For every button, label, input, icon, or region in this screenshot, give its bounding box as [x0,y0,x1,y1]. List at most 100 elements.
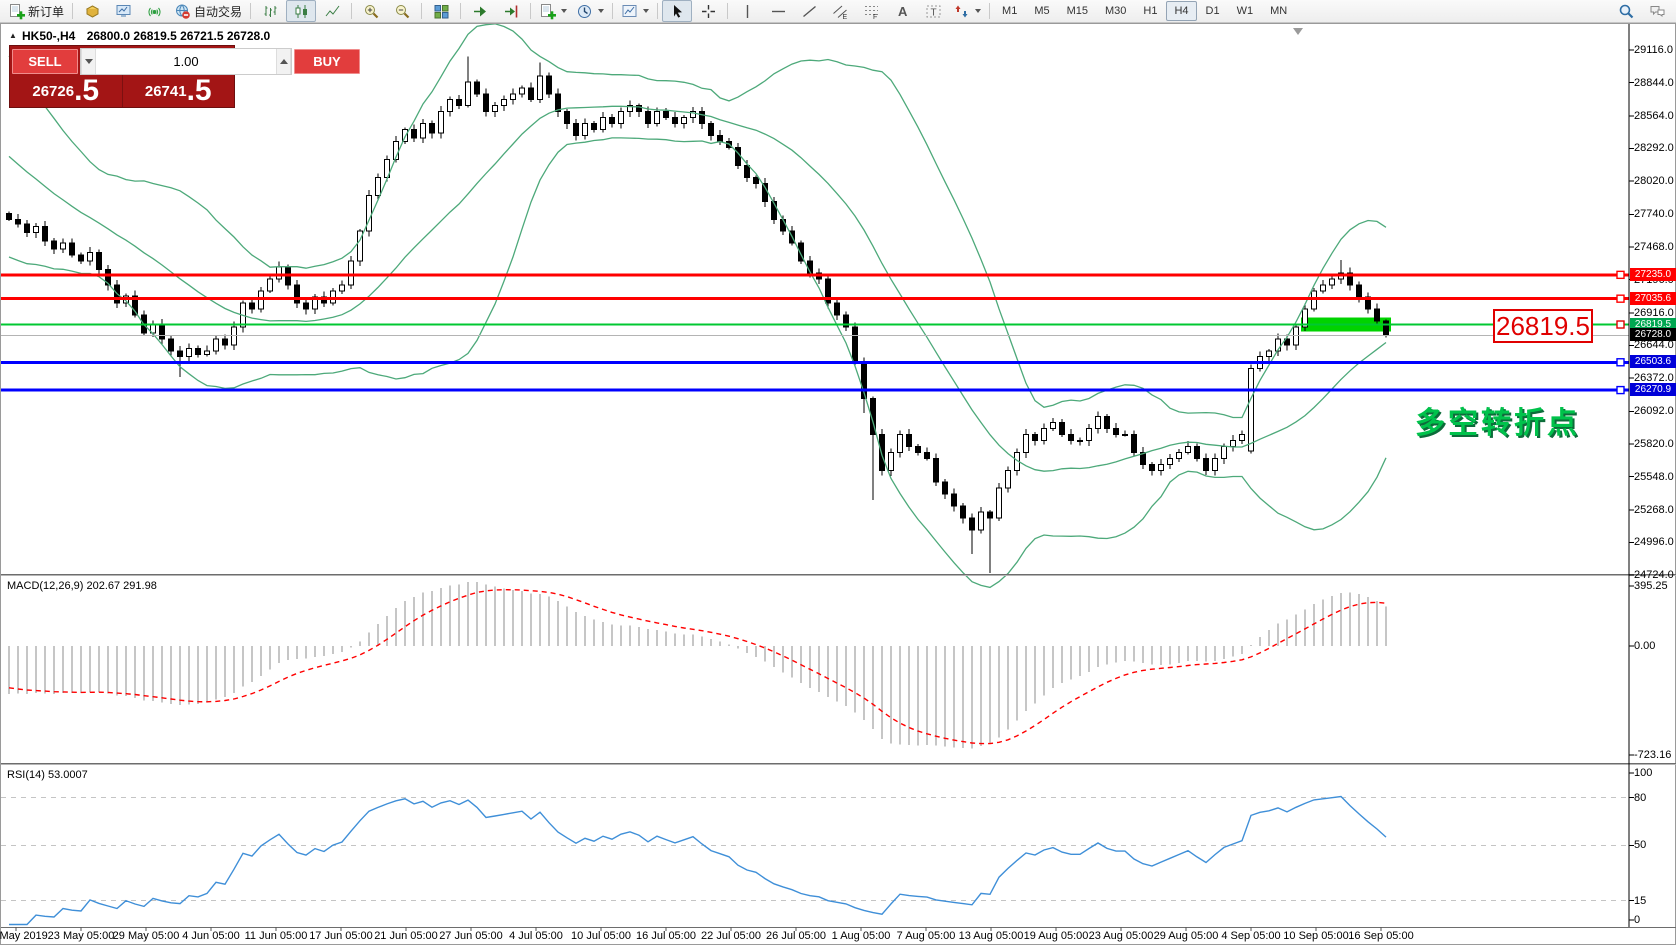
new-order-label: 新订单 [28,4,65,19]
sell-price[interactable]: 26726 .5 [32,74,100,107]
fibonacci-icon: F [864,5,878,20]
line-handle[interactable] [1616,270,1625,280]
timeframe-m5-button[interactable]: M5 [1034,5,1050,17]
macd-axis-tick: 395.25 [1634,580,1668,592]
tile-windows-button[interactable] [426,0,456,22]
trendline-button[interactable] [794,0,824,22]
time-axis-label: 21 Jun 05:00 [374,930,438,942]
periods-button[interactable] [572,0,608,22]
price-axis-tick: 27468.0 [1634,240,1674,253]
line-handle[interactable] [1616,385,1625,395]
time-axis-label: 4 Sep 05:00 [1221,930,1281,942]
macd-indicator-label: MACD(12,26,9) 202.67 291.98 [7,580,157,592]
text-icon: A [898,4,908,19]
horizontal-line-icon [771,10,785,12]
rsi-line [9,795,1387,926]
toolbar-separator [421,3,423,19]
time-axis-label: 16 Sep 05:00 [1348,930,1414,942]
time-axis-label: 29 May 05:00 [112,930,180,942]
symbol-header: HK50-,H4 26800.0 26819.5 26721.5 26728.0 [22,29,270,43]
text-label-icon: T [926,5,941,18]
price-axis-tick: 29116.0 [1634,44,1673,56]
vertical-line-button[interactable] [732,0,762,22]
svg-text:E: E [842,14,847,20]
sell-button[interactable]: SELL [12,49,78,74]
time-axis-label: 11 Jun 05:00 [244,930,308,942]
text-button[interactable]: A [887,0,917,22]
rsi-axis-tick: 100 [1634,767,1653,779]
timeframe-h1-button[interactable]: H1 [1143,5,1158,17]
macd-histogram [8,582,1387,749]
new-chart-button[interactable] [535,0,571,22]
search-button[interactable] [1611,0,1641,22]
rsi-axis-tick: 0 [1634,914,1641,926]
autotrading-button[interactable]: 自动交易 [170,0,246,22]
time-axis-label: 13 Aug 05:00 [958,930,1024,942]
terminal-button[interactable] [108,0,138,22]
turning-point-annotation[interactable]: 多空转折点 [1415,407,1580,440]
zoom-out-icon [395,4,409,18]
fibonacci-button[interactable]: F [856,0,886,22]
buy-price[interactable]: 26741 .5 [144,74,212,107]
price-annotation-box[interactable]: 26819.5 [1493,309,1593,343]
cursor-button[interactable] [662,0,693,22]
zoom-in-button[interactable] [356,0,386,22]
chart-shift-marker[interactable] [1293,28,1303,35]
equidistant-channel-button[interactable]: E [825,0,855,22]
collapse-chart-icon[interactable]: ▲ [9,31,17,40]
macd-axis-tick: -723.16 [1634,749,1672,761]
dropdown-caret-icon [598,9,605,13]
buy-button[interactable]: BUY [294,49,360,74]
timeframe-m30-button[interactable]: M30 [1105,5,1127,17]
autotrading-label: 自动交易 [194,4,243,19]
text-label-button[interactable]: T [918,0,948,22]
time-axis-label: 17 May 2019 [0,930,48,942]
line-handle[interactable] [1616,294,1625,303]
equidistant-channel-icon: E [832,5,847,20]
price-axis-tick: 26644.0 [1634,339,1674,352]
timeframe-d1-button[interactable]: D1 [1205,5,1220,17]
timeframe-m15-button[interactable]: M15 [1066,5,1088,17]
arrows-button[interactable] [949,0,985,22]
timeframe-mn-button[interactable]: MN [1270,5,1288,17]
new-order-button[interactable]: 新订单 [4,0,68,22]
chart-shift-icon [504,5,517,17]
terminal-icon [116,4,131,17]
templates-button[interactable] [617,0,653,22]
macd-axis-tick: 0.00 [1634,640,1656,652]
price-axis-tick: 26092.0 [1634,405,1674,418]
volume-input[interactable] [96,49,276,74]
line-chart-button[interactable] [317,0,347,22]
price-axis-tick: 24724.0 [1634,569,1674,581]
price-axis-tick: 28020.0 [1634,175,1674,187]
time-axis-label: 4 Jul 05:00 [509,930,563,942]
price-axis-tick: 26916.0 [1634,306,1674,319]
volume-increase-button[interactable] [276,49,291,74]
chat-button[interactable] [1642,0,1672,22]
toolbar-separator [657,3,659,19]
signal-button[interactable] [139,0,169,22]
time-axis-label: 17 Jun 05:00 [309,930,373,942]
toolbar-separator [989,3,991,19]
toolbar-separator [72,3,74,19]
timeframe-w1-button[interactable]: W1 [1236,5,1254,17]
zoom-out-button[interactable] [387,0,417,22]
rsi-axis-tick: 80 [1634,791,1647,804]
chart-canvas[interactable] [1,24,1676,946]
candlestick-button[interactable] [286,0,317,22]
chart-shift-button[interactable] [496,0,526,22]
line-handle[interactable] [1616,320,1625,329]
auto-scroll-button[interactable] [465,0,495,22]
price-line-label: 27035.6 [1630,291,1676,305]
line-handle[interactable] [1616,358,1625,367]
timeframe-h4-button[interactable]: H4 [1166,1,1197,21]
zoom-in-icon [364,4,378,18]
time-axis-label: 19 Aug 05:00 [1023,930,1089,942]
line-chart-icon [325,5,339,16]
horizontal-line-button[interactable] [763,0,793,22]
bar-chart-button[interactable] [255,0,285,22]
volume-decrease-button[interactable] [81,49,96,74]
crosshair-button[interactable] [693,0,723,22]
history-button[interactable] [77,0,107,22]
timeframe-m1-button[interactable]: M1 [1002,5,1018,17]
